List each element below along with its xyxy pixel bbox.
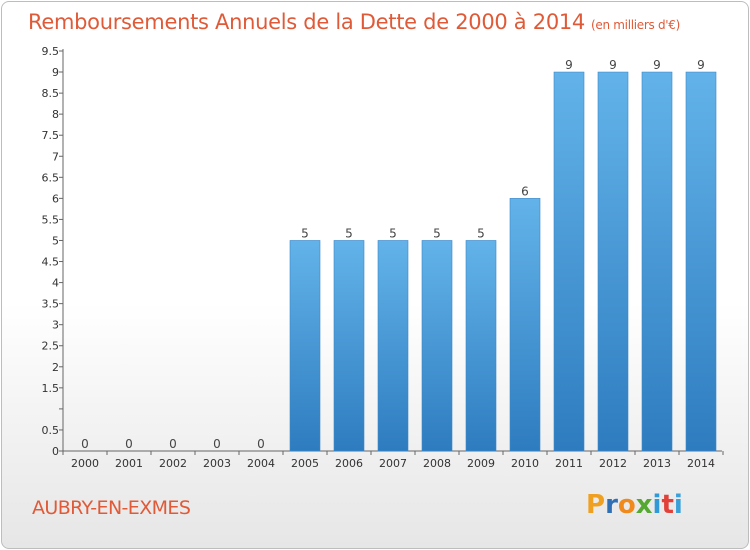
bar-value-label: 5 bbox=[433, 226, 441, 240]
y-tick-label: 6.5 bbox=[42, 171, 60, 184]
title-text: Remboursements Annuels de la Dette de 20… bbox=[28, 10, 585, 34]
y-tick-label: 4 bbox=[52, 277, 59, 290]
bar-value-label: 0 bbox=[125, 437, 133, 451]
x-tick-label: 2005 bbox=[291, 457, 319, 470]
bar-value-label: 5 bbox=[477, 226, 485, 240]
x-tick-label: 2013 bbox=[643, 457, 671, 470]
y-tick-label: 7.5 bbox=[42, 129, 60, 142]
y-tick-label: 5 bbox=[52, 234, 59, 247]
x-tick-label: 2006 bbox=[335, 457, 363, 470]
bar-value-label: 0 bbox=[213, 437, 221, 451]
bar bbox=[685, 71, 717, 452]
x-tick-label: 2003 bbox=[203, 457, 231, 470]
bar-value-label: 0 bbox=[257, 437, 265, 451]
bar bbox=[641, 71, 673, 452]
x-tick-label: 2007 bbox=[379, 457, 407, 470]
bar bbox=[377, 240, 409, 452]
y-tick-label: 0.5 bbox=[42, 424, 60, 437]
y-tick-label: 5.5 bbox=[42, 213, 60, 226]
bar-value-label: 9 bbox=[565, 58, 573, 72]
bar bbox=[553, 71, 585, 452]
x-tick-label: 2000 bbox=[71, 457, 99, 470]
chart-title: Remboursements Annuels de la Dette de 20… bbox=[28, 10, 680, 34]
commune-name: AUBRY-EN-EXMES bbox=[32, 497, 191, 519]
bar-value-label: 9 bbox=[653, 58, 661, 72]
x-tick-label: 2010 bbox=[511, 457, 539, 470]
bar-value-label: 6 bbox=[521, 184, 529, 198]
y-tick-label: 6 bbox=[52, 192, 59, 205]
y-tick-label: 1.5 bbox=[42, 382, 60, 395]
logo-letter: r bbox=[605, 490, 618, 520]
y-axis: 0 0.5 1.5 2 2.5 3 3.5 4 4.5 5 5.5 6 6.5 7 7.5 8 8.5 9 9.5 bbox=[42, 45, 64, 458]
bar-value-label: 0 bbox=[81, 437, 89, 451]
bar-value-label: 5 bbox=[389, 226, 397, 240]
logo-letter: i bbox=[652, 490, 662, 520]
bar bbox=[333, 240, 365, 452]
x-axis: 2000 2001 2002 2003 2004 2005 2006 2007 2008 2009… bbox=[62, 450, 724, 470]
bar-value-label: 5 bbox=[301, 226, 309, 240]
x-tick-label: 2014 bbox=[687, 457, 715, 470]
bar bbox=[465, 240, 497, 452]
y-tick-label: 9 bbox=[52, 66, 59, 79]
y-tick-label: 2.5 bbox=[42, 340, 60, 353]
logo-letter: P bbox=[586, 490, 606, 520]
logo-letter: o bbox=[617, 490, 636, 520]
x-tick-label: 2009 bbox=[467, 457, 495, 470]
logo-letter: t bbox=[661, 490, 674, 520]
y-tick-label: 9.5 bbox=[42, 45, 60, 58]
title-unit: (en milliers d'€) bbox=[591, 18, 681, 32]
y-tick-label: 8.5 bbox=[42, 87, 60, 100]
y-tick-label: 3 bbox=[52, 319, 59, 332]
x-tick-label: 2001 bbox=[115, 457, 143, 470]
bar bbox=[509, 198, 541, 452]
bar-value-label: 5 bbox=[345, 226, 353, 240]
logo-letter: i bbox=[673, 490, 683, 520]
bar bbox=[597, 71, 629, 452]
bar bbox=[421, 240, 453, 452]
x-tick-label: 2011 bbox=[555, 457, 583, 470]
y-tick-label: 3.5 bbox=[42, 298, 60, 311]
x-tick-label: 2002 bbox=[159, 457, 187, 470]
bar bbox=[289, 240, 321, 452]
x-tick-label: 2012 bbox=[599, 457, 627, 470]
proxiti-logo: Proxiti bbox=[586, 490, 683, 520]
y-tick-label: 8 bbox=[52, 108, 59, 121]
bar-value-label: 9 bbox=[697, 58, 705, 72]
y-tick-label: 0 bbox=[52, 445, 59, 458]
bar-value-label: 9 bbox=[609, 58, 617, 72]
y-tick-label: 4.5 bbox=[42, 256, 60, 269]
y-tick-label: 2 bbox=[52, 361, 59, 374]
bar-value-label: 0 bbox=[169, 437, 177, 451]
x-tick-label: 2008 bbox=[423, 457, 451, 470]
logo-letter: x bbox=[635, 490, 653, 520]
y-tick-label: 7 bbox=[52, 150, 59, 163]
bars: 0 0 0 0 0 5 5 5 5 5 6 9 9 9 9 bbox=[81, 58, 717, 452]
x-tick-label: 2004 bbox=[247, 457, 275, 470]
